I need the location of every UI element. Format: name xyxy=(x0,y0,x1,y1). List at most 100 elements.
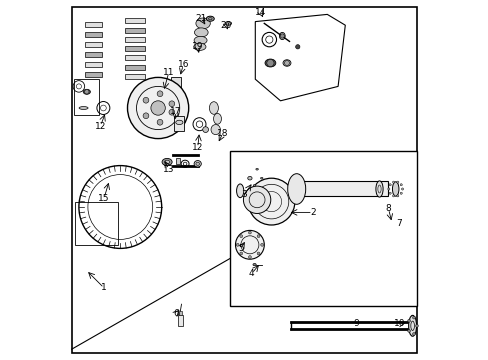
Circle shape xyxy=(387,188,389,190)
Ellipse shape xyxy=(196,162,199,166)
Circle shape xyxy=(84,90,89,94)
Ellipse shape xyxy=(224,22,231,25)
Circle shape xyxy=(157,120,163,125)
Circle shape xyxy=(235,230,264,259)
Ellipse shape xyxy=(252,264,256,266)
Text: 19: 19 xyxy=(192,42,203,51)
Text: 21: 21 xyxy=(195,14,206,23)
Circle shape xyxy=(396,195,398,197)
Ellipse shape xyxy=(213,113,221,124)
Circle shape xyxy=(396,181,398,183)
Bar xyxy=(84,42,102,47)
Text: 20: 20 xyxy=(221,21,232,30)
Bar xyxy=(124,55,144,60)
Circle shape xyxy=(401,188,403,190)
Ellipse shape xyxy=(194,36,206,44)
Circle shape xyxy=(399,192,402,194)
Text: 6: 6 xyxy=(173,309,179,318)
Circle shape xyxy=(415,324,418,327)
Bar xyxy=(73,79,99,115)
Circle shape xyxy=(236,243,239,246)
Circle shape xyxy=(169,101,174,107)
Circle shape xyxy=(407,329,410,332)
Circle shape xyxy=(169,109,174,115)
Ellipse shape xyxy=(253,185,255,186)
Circle shape xyxy=(151,101,165,115)
Ellipse shape xyxy=(392,182,398,196)
Circle shape xyxy=(157,91,163,96)
Circle shape xyxy=(248,256,251,258)
Text: 9: 9 xyxy=(352,320,358,329)
Ellipse shape xyxy=(247,176,251,180)
Circle shape xyxy=(388,192,390,194)
Ellipse shape xyxy=(83,89,90,94)
Circle shape xyxy=(243,186,270,213)
Ellipse shape xyxy=(206,16,214,21)
Bar xyxy=(84,72,102,77)
Ellipse shape xyxy=(164,160,169,164)
Bar xyxy=(124,18,144,23)
Ellipse shape xyxy=(279,32,285,40)
Text: 11: 11 xyxy=(163,68,174,77)
Circle shape xyxy=(295,45,299,49)
Text: 3: 3 xyxy=(241,190,247,199)
Ellipse shape xyxy=(283,60,290,66)
Ellipse shape xyxy=(209,102,218,114)
Circle shape xyxy=(284,60,289,66)
Text: 8: 8 xyxy=(385,204,390,213)
Ellipse shape xyxy=(375,181,382,197)
Bar xyxy=(124,74,144,79)
Bar xyxy=(84,32,102,37)
Text: 1: 1 xyxy=(101,284,107,293)
Circle shape xyxy=(266,59,273,67)
Text: 18: 18 xyxy=(217,129,228,138)
Bar xyxy=(124,46,144,51)
Text: 5: 5 xyxy=(238,244,244,253)
Bar xyxy=(179,311,182,315)
Ellipse shape xyxy=(255,168,258,170)
Circle shape xyxy=(239,235,242,238)
Circle shape xyxy=(143,113,148,119)
Ellipse shape xyxy=(193,43,205,50)
Bar xyxy=(84,62,102,67)
Text: 2: 2 xyxy=(309,208,315,217)
Bar xyxy=(178,315,183,326)
Circle shape xyxy=(127,77,188,139)
Bar xyxy=(124,28,144,33)
Ellipse shape xyxy=(175,120,183,125)
Bar xyxy=(75,202,118,245)
Circle shape xyxy=(247,178,294,225)
Text: 13: 13 xyxy=(163,165,174,174)
Bar xyxy=(174,116,184,131)
Text: 10: 10 xyxy=(393,320,404,329)
Circle shape xyxy=(388,184,390,186)
Bar xyxy=(291,181,387,196)
Bar xyxy=(124,64,144,70)
Circle shape xyxy=(257,252,260,255)
Circle shape xyxy=(239,252,242,255)
Circle shape xyxy=(143,97,148,103)
Ellipse shape xyxy=(79,107,88,109)
Ellipse shape xyxy=(194,161,201,167)
Text: 15: 15 xyxy=(98,194,110,202)
Ellipse shape xyxy=(287,174,305,204)
Circle shape xyxy=(412,316,414,319)
Circle shape xyxy=(248,231,251,234)
Ellipse shape xyxy=(236,184,244,198)
Circle shape xyxy=(412,333,414,336)
Ellipse shape xyxy=(211,125,220,135)
Text: 12: 12 xyxy=(95,122,106,131)
Ellipse shape xyxy=(408,315,416,336)
Bar xyxy=(84,22,102,27)
Circle shape xyxy=(407,319,410,322)
Bar xyxy=(84,52,102,57)
Ellipse shape xyxy=(203,127,208,132)
Ellipse shape xyxy=(162,158,172,166)
Circle shape xyxy=(260,243,263,246)
Bar xyxy=(230,151,416,306)
Text: 17: 17 xyxy=(170,107,182,116)
Text: 14: 14 xyxy=(254,8,266,17)
Circle shape xyxy=(392,181,394,183)
Text: 12: 12 xyxy=(192,143,203,152)
Ellipse shape xyxy=(264,59,275,67)
